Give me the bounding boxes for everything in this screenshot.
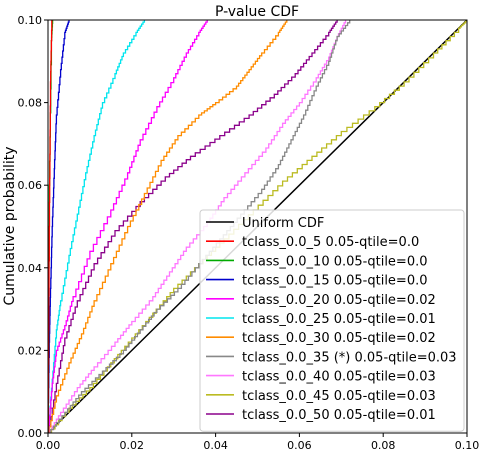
legend-label: tclass_0.0_15 0.05-qtile=0.0 xyxy=(242,274,428,289)
y-tick-label: 0.10 xyxy=(18,14,43,27)
series-line-4 xyxy=(48,20,208,433)
y-axis-label: Cumulative probability xyxy=(2,146,18,305)
legend-label: tclass_0.0_50 0.05-qtile=0.01 xyxy=(242,408,436,423)
series-line-1 xyxy=(48,20,53,433)
legend-label: tclass_0.0_35 (*) 0.05-qtile=0.03 xyxy=(242,350,457,365)
legend-label: tclass_0.0_25 0.05-qtile=0.01 xyxy=(242,312,436,327)
y-tick-label: 0.00 xyxy=(18,427,43,440)
legend-label: tclass_0.0_5 0.05-qtile=0.0 xyxy=(242,235,419,250)
y-tick-label: 0.04 xyxy=(18,262,43,275)
x-tick-label: 0.00 xyxy=(36,439,61,452)
x-tick-label: 0.10 xyxy=(455,439,480,452)
legend-box xyxy=(199,209,465,432)
x-tick-label: 0.04 xyxy=(203,439,228,452)
chart-title: P-value CDF xyxy=(215,4,299,20)
y-tick-label: 0.08 xyxy=(18,97,43,110)
y-tick-label: 0.02 xyxy=(18,344,43,357)
y-tick-label: 0.06 xyxy=(18,179,43,192)
legend-label: tclass_0.0_10 0.05-qtile=0.0 xyxy=(242,254,428,269)
legend-label: tclass_0.0_40 0.05-qtile=0.03 xyxy=(242,370,436,385)
legend-label: tclass_0.0_30 0.05-qtile=0.02 xyxy=(242,331,436,346)
plot-area: 0.00 0.02 0.04 0.06 0.08 0.10 0.00 0.02 0.04 0.06… xyxy=(18,14,480,452)
legend-label: tclass_0.0_45 0.05-qtile=0.03 xyxy=(242,389,436,404)
x-tick-label: 0.02 xyxy=(120,439,145,452)
legend-label: tclass_0.0_20 0.05-qtile=0.02 xyxy=(242,293,436,308)
legend: Uniform CDF tclass_0.0_5 0.05-qtile=0.0 tc… xyxy=(199,209,465,432)
series-line-10 xyxy=(48,20,338,433)
x-tick-label: 0.06 xyxy=(287,439,312,452)
series-line-3 xyxy=(48,20,70,433)
series-line-6 xyxy=(48,20,288,433)
x-tick-label: 0.08 xyxy=(371,439,396,452)
legend-label: Uniform CDF xyxy=(242,216,324,231)
axes-frame xyxy=(47,19,468,434)
series-line-5 xyxy=(48,20,146,433)
